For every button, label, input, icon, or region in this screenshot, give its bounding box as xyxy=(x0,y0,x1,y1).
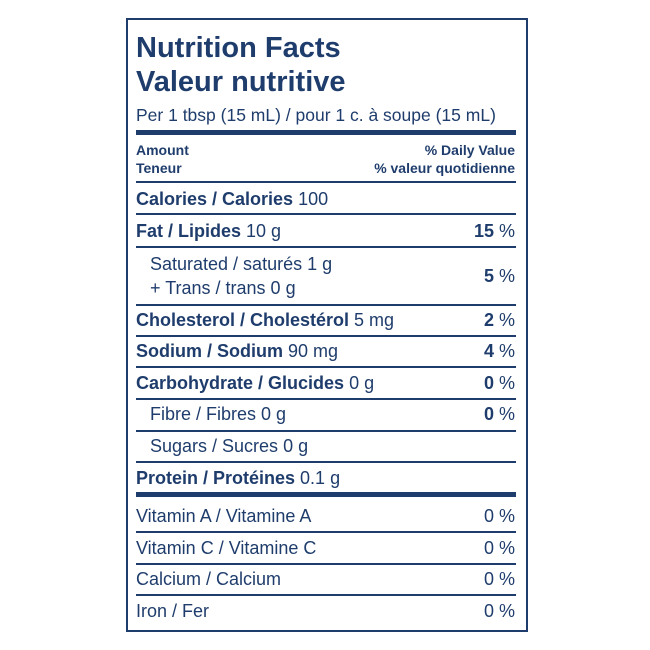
nutrient-amount: 10 g xyxy=(246,221,282,241)
nutrient-amount: 0 g xyxy=(283,436,309,456)
nutrient-amount: 90 mg xyxy=(288,341,339,361)
thick-rule xyxy=(136,492,516,497)
rule xyxy=(136,461,516,463)
nutrient-name: Calories / Calories xyxy=(136,189,294,209)
nutrient-row: Sugars / Sucres 0 g xyxy=(150,435,308,457)
dv-unit: % xyxy=(498,310,515,330)
nutrient-amount: 0 g xyxy=(261,404,287,424)
dv-unit: % xyxy=(498,221,515,241)
rule xyxy=(136,213,516,215)
daily-value: 0% xyxy=(484,403,515,425)
dv-number: 4 xyxy=(483,341,494,361)
nutrient-amount: 5 mg xyxy=(354,310,395,330)
nutrient-row: Carbohydrate / Glucides 0 g xyxy=(136,372,374,394)
nutrient-name: Fat / Lipides xyxy=(136,221,242,241)
daily-value: 5% xyxy=(484,265,515,287)
daily-value: 2% xyxy=(484,309,515,331)
label-border xyxy=(126,18,528,632)
nutrient-name: Sodium / Sodium xyxy=(136,341,283,361)
dv-unit: % xyxy=(498,404,515,424)
daily-value: 0% xyxy=(484,372,515,394)
nutrient-row: Fat / Lipides 10 g xyxy=(136,220,281,242)
nutrient-line: + Trans / trans 0 g xyxy=(150,278,296,298)
daily-value: 0% xyxy=(484,505,515,527)
dv-number: 0 xyxy=(483,601,494,621)
nutrient-row: Fibre / Fibres 0 g xyxy=(150,403,286,425)
title-fr: Valeur nutritive xyxy=(136,66,346,98)
nutrient-name: Protein / Protéines xyxy=(136,468,296,488)
rule xyxy=(136,594,516,596)
daily-value: 15% xyxy=(474,220,515,242)
dv-unit: % xyxy=(498,341,515,361)
nutrient-amount: 0.1 g xyxy=(300,468,341,488)
rule xyxy=(136,563,516,565)
daily-value: 0% xyxy=(484,568,515,590)
dv-unit: % xyxy=(498,601,515,621)
thick-rule xyxy=(136,130,516,135)
dv-number: 5 xyxy=(483,266,494,286)
amount-fr: Teneur xyxy=(136,160,182,176)
rule xyxy=(136,335,516,337)
amount-en: Amount xyxy=(136,142,189,158)
dv-number: 2 xyxy=(483,310,494,330)
dv-fr: % valeur quotidienne xyxy=(374,160,515,176)
rule xyxy=(136,430,516,432)
vitamin-name: Vitamin A / Vitamine A xyxy=(136,506,312,526)
dv-number: 0 xyxy=(483,538,494,558)
dv-unit: % xyxy=(498,266,515,286)
title-en: Nutrition Facts xyxy=(136,32,341,64)
rule xyxy=(136,181,516,183)
dv-number: 15 xyxy=(473,221,494,241)
nutrient-row: Calories / Calories 100 xyxy=(136,188,328,210)
vitamin-name: Calcium / Calcium xyxy=(136,569,282,589)
rule xyxy=(136,246,516,248)
nutrient-row: Cholesterol / Cholestérol 5 mg xyxy=(136,309,394,331)
dv-unit: % xyxy=(498,538,515,558)
nutrient-name: Fibre / Fibres xyxy=(150,404,257,424)
rule xyxy=(136,366,516,368)
nutrient-name: Sugars / Sucres xyxy=(150,436,279,456)
nutrient-amount: 0 g xyxy=(349,373,375,393)
dv-unit: % xyxy=(498,569,515,589)
vitamin-name: Iron / Fer xyxy=(136,601,210,621)
rule xyxy=(136,304,516,306)
daily-value: 0% xyxy=(484,600,515,622)
dv-number: 0 xyxy=(483,373,494,393)
nutrient-amount: 100 xyxy=(298,189,329,209)
dv-unit: % xyxy=(498,373,515,393)
nutrient-row: Sodium / Sodium 90 mg xyxy=(136,340,338,362)
nutrient-row: Protein / Protéines 0.1 g xyxy=(136,467,340,489)
nutrient-name: Cholesterol / Cholestérol xyxy=(136,310,350,330)
dv-en: % Daily Value xyxy=(424,142,515,158)
rule xyxy=(136,531,516,533)
serving-size: Per 1 tbsp (15 mL) / pour 1 c. à soupe (… xyxy=(136,105,496,125)
vitamin-name: Vitamin C / Vitamine C xyxy=(136,538,317,558)
nutrient-name: Carbohydrate / Glucides xyxy=(136,373,345,393)
dv-number: 0 xyxy=(483,404,494,424)
daily-value: 4% xyxy=(484,340,515,362)
rule xyxy=(136,398,516,400)
dv-number: 0 xyxy=(483,569,494,589)
dv-unit: % xyxy=(498,506,515,526)
daily-value: 0% xyxy=(484,537,515,559)
nutrient-line: Saturated / saturés 1 g xyxy=(150,254,333,274)
dv-number: 0 xyxy=(483,506,494,526)
